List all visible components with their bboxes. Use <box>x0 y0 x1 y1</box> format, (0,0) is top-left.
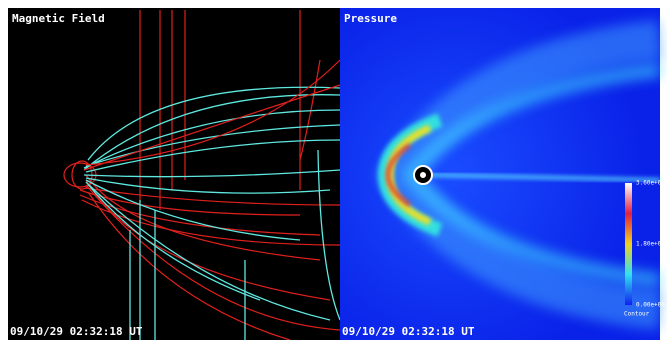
field-lines <box>63 10 341 340</box>
timestamp: 09/10/29 02:32:18 UT <box>10 325 143 338</box>
colorbar-label: 3.60e+01 <box>636 180 665 187</box>
pressure-panel: 3.60e+01 1.80e+01 0.00e+00 Contour Press… <box>340 8 665 340</box>
timestamp: 09/10/29 02:32:18 UT <box>342 325 475 338</box>
magnetic-field-panel: Magnetic Field 09/10/29 02:32:18 UT <box>8 8 341 340</box>
colorbar-label: 0.00e+00 <box>636 302 665 309</box>
panel-title: Magnetic Field <box>12 12 105 25</box>
panel-title: Pressure <box>344 12 397 25</box>
colorbar <box>625 183 632 305</box>
colorbar-label: 1.80e+01 <box>636 241 665 248</box>
colorbar-caption: Contour <box>624 311 650 318</box>
